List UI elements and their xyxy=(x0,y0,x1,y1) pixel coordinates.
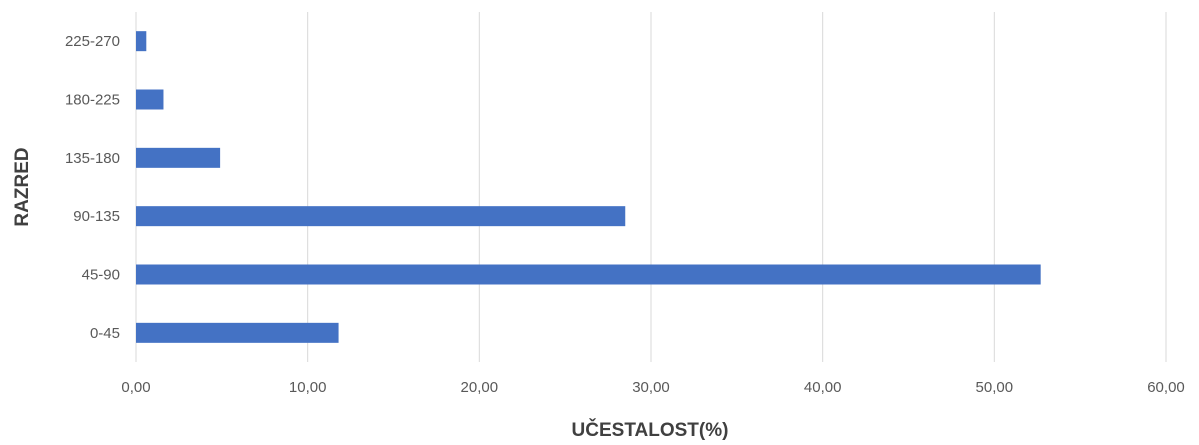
x-tick-label: 10,00 xyxy=(289,379,327,396)
x-tick-label: 60,00 xyxy=(1147,379,1185,396)
bar-45-90 xyxy=(136,264,1041,285)
x-tick-label: 20,00 xyxy=(461,379,499,396)
x-tick-label: 40,00 xyxy=(804,379,842,396)
y-tick-label: 180-225 xyxy=(65,92,120,109)
gridlines xyxy=(135,12,1167,362)
bar-0-45 xyxy=(136,322,339,343)
y-tick-label: 135-180 xyxy=(65,150,120,167)
y-axis-title: RAZRED xyxy=(12,147,33,226)
y-tick-label: 90-135 xyxy=(73,208,120,225)
bars xyxy=(136,31,1041,343)
x-axis-title: UČESTALOST(%) xyxy=(572,419,729,441)
bar-90-135 xyxy=(136,206,626,227)
y-tick-label: 225-270 xyxy=(65,33,120,50)
bar-180-225 xyxy=(136,89,164,110)
bar-135-180 xyxy=(136,147,221,168)
x-tick-labels: 0,00 10,00 20,00 30,00 40,00 50,00 60,00 xyxy=(121,379,1184,396)
x-tick-label: 0,00 xyxy=(121,379,150,396)
y-tick-label: 0-45 xyxy=(90,325,120,342)
x-tick-label: 50,00 xyxy=(976,379,1014,396)
x-tick-label: 30,00 xyxy=(632,379,670,396)
y-tick-label: 45-90 xyxy=(82,267,120,284)
y-tick-labels: 0-45 45-90 90-135 135-180 180-225 225-270 xyxy=(65,33,120,342)
bar-225-270 xyxy=(136,31,147,52)
